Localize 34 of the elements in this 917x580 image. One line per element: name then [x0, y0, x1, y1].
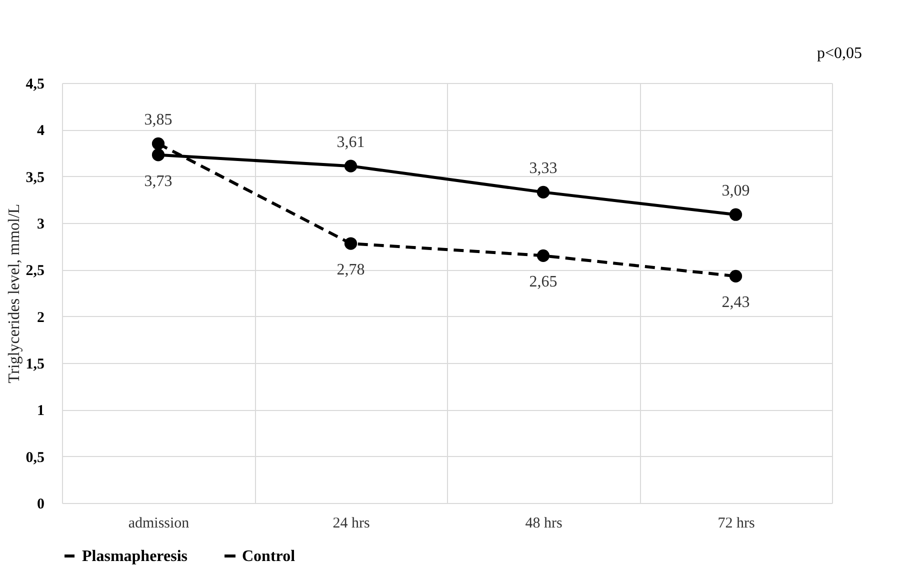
legend-label: Plasmapheresis	[82, 548, 188, 565]
y-tick-label: 2	[37, 310, 44, 326]
y-axis-title: Triglycerides level, mmol/L	[6, 204, 23, 384]
y-tick-label: 3	[37, 216, 44, 232]
x-tick-label: 72 hrs	[718, 516, 755, 532]
point	[344, 160, 358, 172]
y-tick-label: 2,5	[26, 263, 44, 280]
data-label: 3,09	[722, 182, 750, 200]
text: p<0,05	[816, 45, 862, 62]
point	[152, 148, 165, 162]
data-label: 2,78	[336, 262, 365, 279]
data-label: 2,65	[529, 274, 558, 291]
point	[729, 270, 742, 283]
legend-label: Control	[242, 548, 296, 565]
y-tick-label: 4,5	[26, 76, 44, 92]
data-label: 3,73	[144, 172, 172, 190]
point	[536, 249, 550, 262]
data-label: 3,61	[336, 134, 365, 152]
x-tick-label: 24 hrs	[332, 516, 370, 532]
point	[152, 137, 165, 150]
y-tick-label: 1	[37, 403, 44, 420]
y-tick-label: 4	[37, 123, 45, 140]
y-tick-label: 0,5	[26, 450, 44, 466]
point	[729, 208, 742, 221]
point	[344, 237, 358, 250]
x-tick-label: admission	[128, 516, 190, 532]
x-tick-label: 48 hrs	[525, 516, 562, 532]
data-label: 3,33	[529, 160, 558, 178]
data-label: 2,43	[722, 294, 750, 312]
data-label: 3,85	[144, 112, 172, 129]
y-tick-label: 0	[37, 496, 44, 512]
point	[536, 186, 550, 199]
y-tick-label: 1,5	[26, 356, 44, 372]
y-tick-label: 3,5	[26, 170, 44, 186]
